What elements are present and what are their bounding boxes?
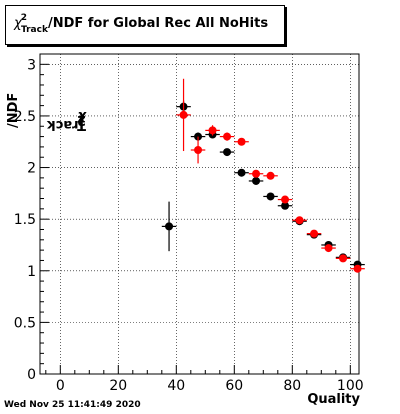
data-point — [223, 148, 232, 157]
data-point — [266, 192, 275, 201]
series-1 — [176, 78, 365, 273]
data-point — [266, 171, 275, 180]
timestamp-footer: Wed Nov 25 11:41:49 2020 — [4, 400, 141, 410]
y-tick-label: 0 — [27, 367, 36, 383]
y-axis-label: χ 2 Track/NDF — [6, 92, 86, 132]
x-tick-label: 20 — [109, 378, 127, 394]
data-point — [339, 254, 348, 263]
data-point — [252, 176, 261, 185]
x-tick-label: 100 — [337, 378, 364, 394]
title-rest: /NDF for Global Rec All NoHits — [47, 16, 269, 31]
grid-lines — [40, 54, 359, 375]
x-tick-label: 0 — [56, 378, 65, 394]
data-point — [165, 222, 174, 231]
data-point — [237, 168, 246, 177]
plot-frame — [39, 53, 360, 375]
data-point — [324, 244, 333, 253]
x-tick-label: 80 — [283, 378, 301, 394]
data-point — [295, 216, 304, 225]
series-0 — [161, 100, 365, 269]
axis-tick-labels: 0 20 40 60 80 100 0 0.5 1 1.5 2 2.5 3 — [14, 57, 364, 394]
chart-title: χ2 Track/NDF for Global Rec All NoHits — [14, 13, 269, 35]
data-point — [237, 137, 246, 146]
title-superscript: 2 — [20, 13, 27, 23]
title-box: χ2 Track/NDF for Global Rec All NoHits — [5, 5, 285, 45]
x-tick-label: 40 — [167, 378, 185, 394]
data-point — [194, 146, 203, 154]
x-tick-label: 60 — [225, 378, 243, 394]
data-point — [252, 169, 261, 178]
y-tick-label: 3 — [27, 57, 36, 73]
x-axis-label: Quality — [307, 392, 360, 407]
y-tick-label: 2.5 — [14, 109, 36, 125]
y-tick-label: 2 — [27, 161, 36, 177]
axis-ticks — [40, 63, 351, 375]
data-point — [281, 195, 290, 204]
y-tick-label: 1.5 — [14, 212, 36, 228]
data-point — [281, 201, 290, 210]
title-subscript: Track — [20, 25, 48, 35]
data-point — [223, 132, 232, 141]
data-point — [179, 110, 188, 119]
title-chi: χ — [14, 16, 22, 31]
data-point — [310, 229, 319, 238]
data-markers — [161, 78, 365, 273]
y-tick-label: 1 — [27, 264, 36, 280]
y-tick-label: 0.5 — [14, 315, 36, 331]
data-point — [353, 264, 362, 273]
data-point — [208, 126, 217, 135]
